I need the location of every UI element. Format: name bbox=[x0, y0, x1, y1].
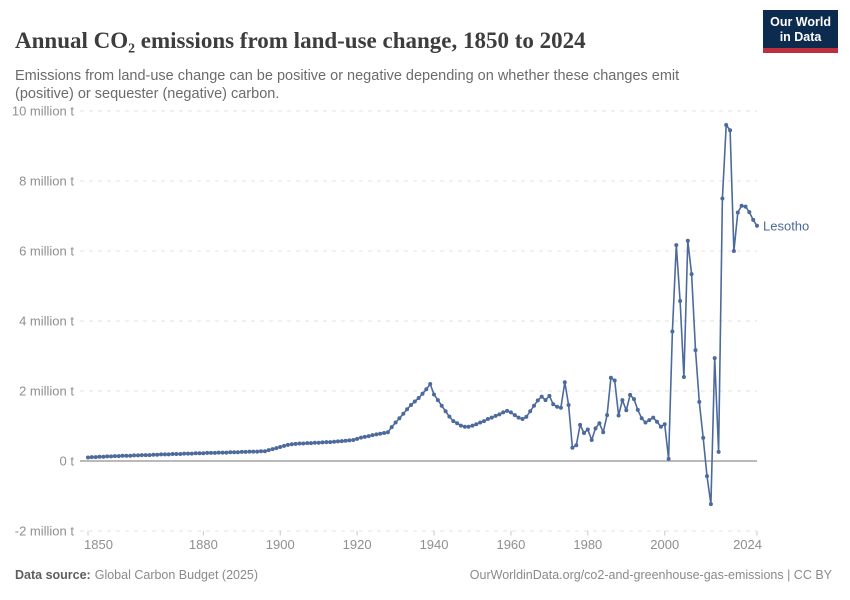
chart-subtitle: Emissions from land-use change can be po… bbox=[15, 67, 680, 103]
owid-logo-line1: Our World bbox=[770, 15, 831, 29]
svg-text:2000: 2000 bbox=[650, 537, 679, 552]
series-markers bbox=[86, 123, 759, 507]
svg-text:1960: 1960 bbox=[496, 537, 525, 552]
svg-text:1880: 1880 bbox=[189, 537, 218, 552]
x-axis: 1850 1880 1900 1920 1940 1960 1980 2000 2024 bbox=[84, 531, 762, 552]
svg-text:1850: 1850 bbox=[84, 537, 113, 552]
owid-logo[interactable]: Our World in Data bbox=[763, 10, 838, 53]
svg-text:1900: 1900 bbox=[266, 537, 295, 552]
svg-text:1940: 1940 bbox=[420, 537, 449, 552]
owid-url-link[interactable]: OurWorldinData.org/co2-and-greenhouse-ga… bbox=[469, 568, 832, 582]
data-source-value: Global Carbon Budget (2025) bbox=[94, 568, 259, 582]
svg-text:10 million t: 10 million t bbox=[12, 104, 75, 119]
series-line bbox=[87, 124, 758, 505]
svg-text:0 t: 0 t bbox=[60, 454, 75, 469]
svg-text:2 million t: 2 million t bbox=[19, 384, 74, 399]
svg-text:8 million t: 8 million t bbox=[19, 174, 74, 189]
owid-logo-line2: in Data bbox=[779, 29, 822, 44]
svg-text:1920: 1920 bbox=[343, 537, 372, 552]
entity-end-label: Lesotho bbox=[763, 218, 809, 233]
data-source-label: Data source: bbox=[15, 568, 91, 582]
svg-text:1980: 1980 bbox=[573, 537, 602, 552]
page-title: Annual CO₂ emissions from land-use chang… bbox=[15, 28, 586, 54]
svg-text:6 million t: 6 million t bbox=[19, 244, 74, 259]
svg-text:2024: 2024 bbox=[733, 537, 762, 552]
y-axis: -2 million t 0 t 2 million t 4 million t 6 m… bbox=[12, 104, 757, 539]
chart-footer: Data source: Global Carbon Budget (2025) … bbox=[15, 568, 832, 582]
svg-text:-2 million t: -2 million t bbox=[15, 524, 75, 539]
data-source: Data source: Global Carbon Budget (2025) bbox=[15, 568, 258, 582]
svg-text:4 million t: 4 million t bbox=[19, 314, 74, 329]
